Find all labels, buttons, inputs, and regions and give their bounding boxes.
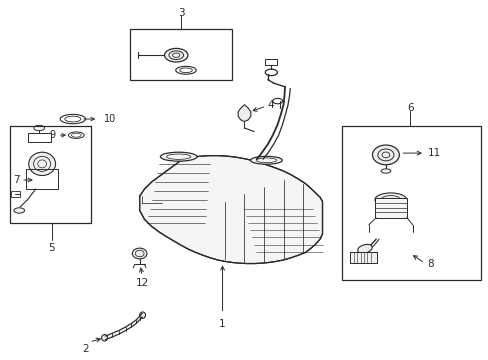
Ellipse shape — [380, 169, 390, 173]
Text: 1: 1 — [219, 319, 225, 329]
Text: 8: 8 — [427, 259, 433, 269]
Bar — [265, 59, 277, 65]
Text: 11: 11 — [427, 148, 440, 158]
Text: 9: 9 — [49, 130, 55, 140]
Bar — [374, 198, 406, 218]
Ellipse shape — [132, 248, 147, 259]
Ellipse shape — [140, 312, 145, 319]
Ellipse shape — [29, 152, 56, 176]
Bar — [11, 192, 20, 197]
Polygon shape — [238, 105, 250, 122]
Text: 10: 10 — [104, 114, 116, 124]
Text: 3: 3 — [178, 8, 184, 18]
Text: 4: 4 — [267, 100, 274, 110]
Bar — [27, 134, 51, 142]
Ellipse shape — [102, 334, 107, 341]
Bar — [349, 252, 376, 263]
Ellipse shape — [164, 48, 187, 62]
Ellipse shape — [160, 152, 197, 161]
Text: 7: 7 — [13, 175, 20, 185]
Text: 6: 6 — [406, 103, 413, 113]
Ellipse shape — [357, 244, 371, 253]
Polygon shape — [140, 156, 322, 264]
Ellipse shape — [250, 156, 282, 164]
Ellipse shape — [374, 193, 406, 207]
Bar — [26, 169, 58, 189]
Bar — [341, 126, 480, 280]
Text: 12: 12 — [135, 278, 148, 288]
Text: 5: 5 — [48, 243, 55, 253]
Text: 2: 2 — [82, 344, 89, 354]
Bar — [10, 126, 91, 223]
Ellipse shape — [14, 208, 24, 213]
Ellipse shape — [372, 145, 399, 165]
Bar — [130, 30, 232, 80]
